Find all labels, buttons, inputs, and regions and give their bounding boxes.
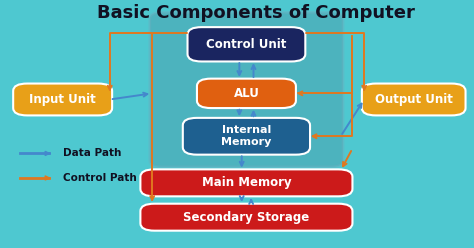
- FancyBboxPatch shape: [13, 84, 112, 115]
- Text: Main Memory: Main Memory: [201, 176, 291, 189]
- FancyBboxPatch shape: [197, 79, 296, 108]
- Text: Control Path: Control Path: [63, 173, 137, 183]
- Text: ALU: ALU: [234, 87, 259, 100]
- FancyBboxPatch shape: [183, 118, 310, 155]
- Text: Output Unit: Output Unit: [375, 93, 453, 106]
- FancyBboxPatch shape: [188, 27, 305, 62]
- FancyBboxPatch shape: [140, 204, 353, 231]
- Text: Control Unit: Control Unit: [206, 38, 287, 51]
- Text: Internal
Memory: Internal Memory: [221, 125, 272, 147]
- Text: Basic Components of Computer: Basic Components of Computer: [97, 4, 415, 22]
- FancyBboxPatch shape: [140, 169, 353, 196]
- FancyBboxPatch shape: [150, 12, 343, 167]
- Text: Data Path: Data Path: [63, 148, 121, 158]
- FancyBboxPatch shape: [362, 84, 465, 115]
- Text: Input Unit: Input Unit: [29, 93, 96, 106]
- Text: Secondary Storage: Secondary Storage: [183, 211, 310, 224]
